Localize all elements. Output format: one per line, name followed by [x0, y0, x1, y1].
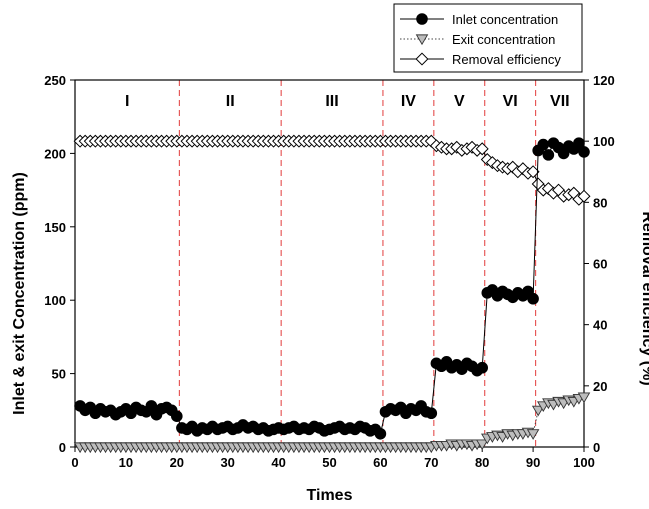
series-inlet-concentration — [74, 137, 590, 440]
inlet-point — [425, 407, 438, 420]
efficiency-point — [577, 189, 591, 203]
y-left-tick-label: 250 — [44, 73, 66, 88]
phase-label: II — [226, 93, 235, 110]
y-left-axis-title: Inlet & exit Concentration (ppm) — [11, 172, 28, 415]
x-tick-label: 40 — [271, 455, 285, 470]
y-right-tick-label: 100 — [593, 134, 615, 149]
y-left-tick-label: 50 — [52, 367, 66, 382]
legend-label: Inlet concentration — [452, 12, 558, 27]
inlet-point — [476, 361, 489, 374]
y-right-tick-label: 80 — [593, 195, 607, 210]
phase-label: IV — [401, 93, 416, 110]
efficiency-point — [526, 165, 540, 179]
y-right-tick-label: 0 — [593, 440, 600, 455]
y-left-tick-label: 0 — [59, 440, 66, 455]
phase-layer: I II III IV V VI VII — [125, 80, 570, 447]
y-right-tick-label: 60 — [593, 257, 607, 272]
y-right-axis-title: Removal efficiency (%) — [639, 211, 649, 385]
inlet-point — [573, 137, 585, 149]
legend: Inlet concentration Exit concentration Rem… — [393, 3, 583, 73]
y-left-tick-label: 200 — [44, 146, 66, 161]
phase-label: VI — [503, 93, 518, 110]
y-right-tick-label: 120 — [593, 73, 615, 88]
legend-marker — [415, 52, 429, 66]
legend-marker — [416, 13, 428, 25]
legend-marker — [415, 34, 429, 46]
x-tick-label: 80 — [475, 455, 489, 470]
axes-layer: 0 10 20 30 40 50 60 70 80 90 100050100150200250020… — [11, 73, 649, 504]
inlet-point — [578, 146, 590, 158]
x-tick-label: 60 — [373, 455, 387, 470]
efficiency-point — [475, 142, 489, 156]
exit-point — [526, 429, 540, 440]
y-right-tick-label: 20 — [593, 379, 607, 394]
series-exit-concentration — [73, 392, 591, 454]
legend-label: Exit concentration — [452, 32, 555, 47]
x-tick-label: 90 — [526, 455, 540, 470]
series-line — [79, 142, 585, 435]
legend-label: Removal efficiency — [452, 52, 561, 67]
exit-point — [577, 392, 591, 404]
y-right-tick-label: 40 — [593, 318, 607, 333]
exit-point — [531, 405, 545, 417]
x-axis-title: Times — [307, 487, 353, 504]
x-tick-label: 70 — [424, 455, 438, 470]
y-left-tick-label: 100 — [44, 293, 66, 308]
inlet-point — [537, 138, 550, 151]
phase-label: V — [454, 93, 465, 110]
phase-label: I — [125, 93, 129, 110]
inlet-point — [171, 410, 183, 422]
inlet-point — [374, 427, 387, 440]
x-tick-label: 50 — [322, 455, 336, 470]
x-tick-label: 100 — [573, 455, 595, 470]
exit-point — [475, 439, 489, 451]
x-tick-label: 20 — [170, 455, 184, 470]
x-tick-label: 0 — [71, 455, 78, 470]
inlet-point — [542, 149, 555, 161]
inlet-point — [527, 292, 539, 305]
x-tick-label: 30 — [220, 455, 234, 470]
y-left-tick-label: 150 — [44, 220, 66, 235]
series-removal-efficiency — [73, 134, 591, 206]
phase-label: VII — [550, 93, 570, 110]
series-layer — [73, 134, 591, 454]
x-tick-label: 10 — [119, 455, 133, 470]
phase-label: III — [325, 93, 338, 110]
